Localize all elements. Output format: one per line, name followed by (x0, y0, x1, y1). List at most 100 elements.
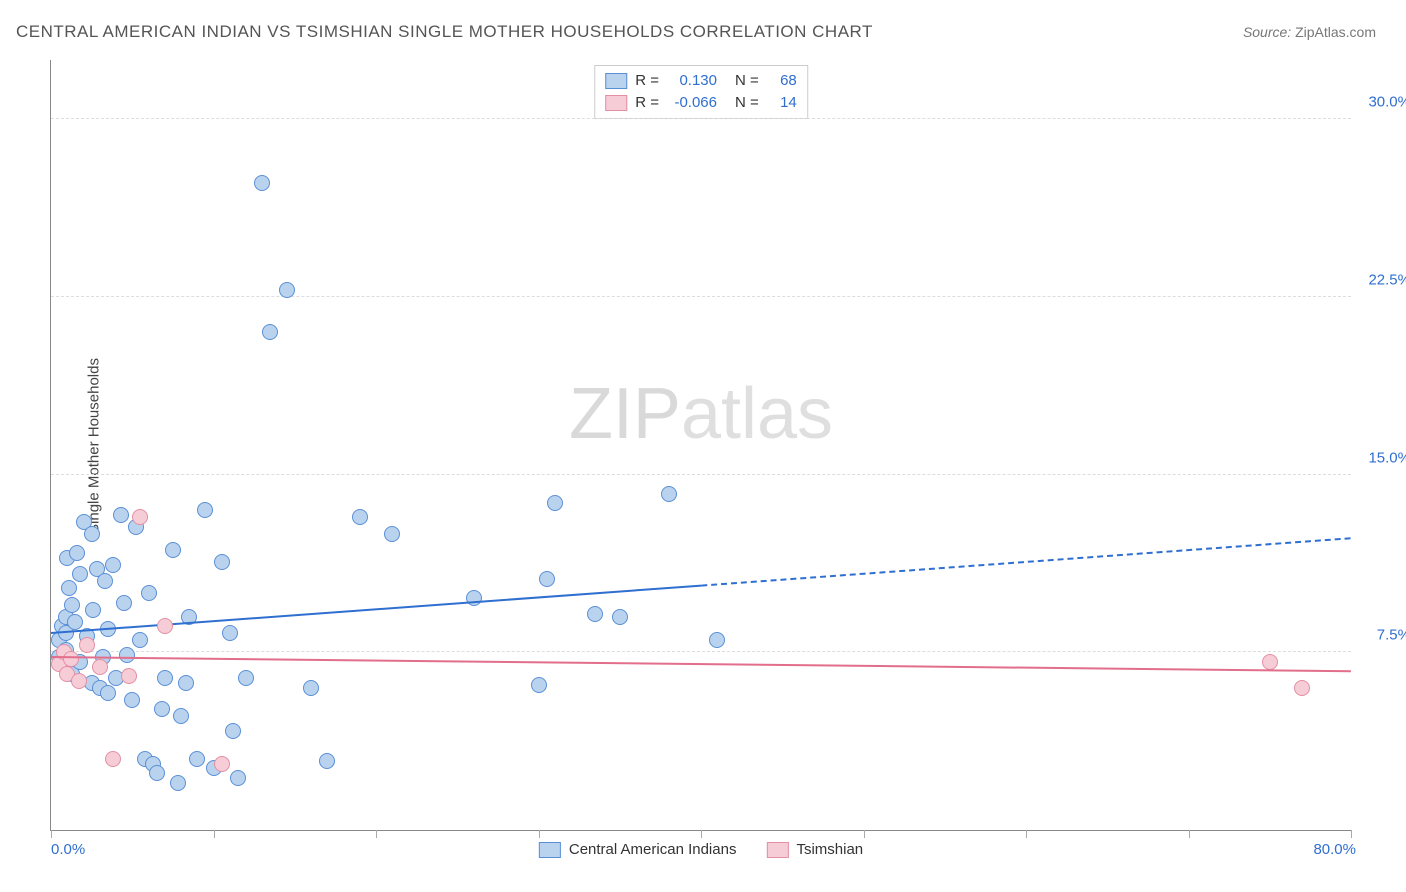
gridline (51, 474, 1351, 475)
x-tick (376, 830, 377, 838)
data-point (189, 751, 205, 767)
data-point (1294, 680, 1310, 696)
data-point (214, 554, 230, 570)
x-tick (539, 830, 540, 838)
legend-item: Central American Indians (539, 841, 737, 858)
legend-R-value: -0.066 (667, 92, 717, 114)
data-point (84, 526, 100, 542)
plot-area: ZIPatlas R =0.130N =68R =-0.066N =14 Cen… (50, 60, 1351, 831)
data-point (165, 542, 181, 558)
y-tick-label: 7.5% (1377, 627, 1406, 644)
data-point (262, 324, 278, 340)
data-point (254, 175, 270, 191)
legend-N-label: N = (735, 92, 759, 114)
legend-N-value: 14 (767, 92, 797, 114)
data-point (225, 723, 241, 739)
data-point (61, 580, 77, 596)
legend-series-name: Central American Indians (569, 841, 737, 858)
legend-R-value: 0.130 (667, 70, 717, 92)
data-point (92, 659, 108, 675)
data-point (384, 526, 400, 542)
legend-correlation: R = 0.130 N = 68 R = -0.066 N = 14 (594, 65, 808, 119)
gridline (51, 118, 1351, 119)
data-point (132, 632, 148, 648)
legend-R-label: R = (635, 70, 659, 92)
data-point (214, 756, 230, 772)
legend-row: R = 0.130 N = 68 (605, 70, 797, 92)
watermark: ZIPatlas (569, 373, 833, 455)
data-point (72, 566, 88, 582)
data-point (105, 751, 121, 767)
data-point (173, 708, 189, 724)
data-point (157, 618, 173, 634)
source-label: Source: (1243, 24, 1291, 40)
x-tick (51, 830, 52, 838)
data-point (238, 670, 254, 686)
data-point (63, 651, 79, 667)
data-point (1262, 654, 1278, 670)
trendline (51, 657, 1351, 671)
x-tick (214, 830, 215, 838)
data-point (141, 585, 157, 601)
data-point (222, 625, 238, 641)
legend-item: Tsimshian (766, 841, 863, 858)
data-point (116, 595, 132, 611)
data-point (319, 753, 335, 769)
data-point (113, 507, 129, 523)
data-point (85, 602, 101, 618)
source-value: ZipAtlas.com (1295, 24, 1376, 40)
data-point (100, 685, 116, 701)
data-point (119, 647, 135, 663)
legend-R-label: R = (635, 92, 659, 114)
data-point (230, 770, 246, 786)
legend-swatch (766, 842, 788, 858)
source-attribution: Source: ZipAtlas.com (1243, 24, 1376, 40)
data-point (149, 765, 165, 781)
data-point (709, 632, 725, 648)
x-tick (1026, 830, 1027, 838)
gridline (51, 651, 1351, 652)
data-point (170, 775, 186, 791)
x-axis-max-label: 80.0% (1313, 841, 1356, 858)
data-point (132, 509, 148, 525)
data-point (69, 545, 85, 561)
legend-series-name: Tsimshian (796, 841, 863, 858)
data-point (124, 692, 140, 708)
chart-title: CENTRAL AMERICAN INDIAN VS TSIMSHIAN SIN… (16, 22, 873, 42)
x-tick (1189, 830, 1190, 838)
data-point (197, 502, 213, 518)
data-point (157, 670, 173, 686)
data-point (661, 486, 677, 502)
data-point (279, 282, 295, 298)
legend-row: R = -0.066 N = 14 (605, 92, 797, 114)
data-point (539, 571, 555, 587)
legend-series: Central American Indians Tsimshian (539, 841, 863, 858)
x-axis-min-label: 0.0% (51, 841, 85, 858)
x-tick (864, 830, 865, 838)
data-point (67, 614, 83, 630)
data-point (121, 668, 137, 684)
y-tick-label: 15.0% (1368, 449, 1406, 466)
data-point (587, 606, 603, 622)
chart-container: CENTRAL AMERICAN INDIAN VS TSIMSHIAN SIN… (0, 0, 1406, 892)
data-point (64, 597, 80, 613)
data-point (79, 637, 95, 653)
data-point (71, 673, 87, 689)
data-point (97, 573, 113, 589)
data-point (303, 680, 319, 696)
data-point (105, 557, 121, 573)
gridline (51, 296, 1351, 297)
x-tick (1351, 830, 1352, 838)
legend-swatch (605, 95, 627, 111)
data-point (612, 609, 628, 625)
trendline (51, 539, 1351, 634)
y-tick-label: 30.0% (1368, 94, 1406, 111)
legend-swatch (539, 842, 561, 858)
data-point (352, 509, 368, 525)
data-point (154, 701, 170, 717)
legend-swatch (605, 73, 627, 89)
x-tick (701, 830, 702, 838)
data-point (178, 675, 194, 691)
legend-N-label: N = (735, 70, 759, 92)
legend-N-value: 68 (767, 70, 797, 92)
